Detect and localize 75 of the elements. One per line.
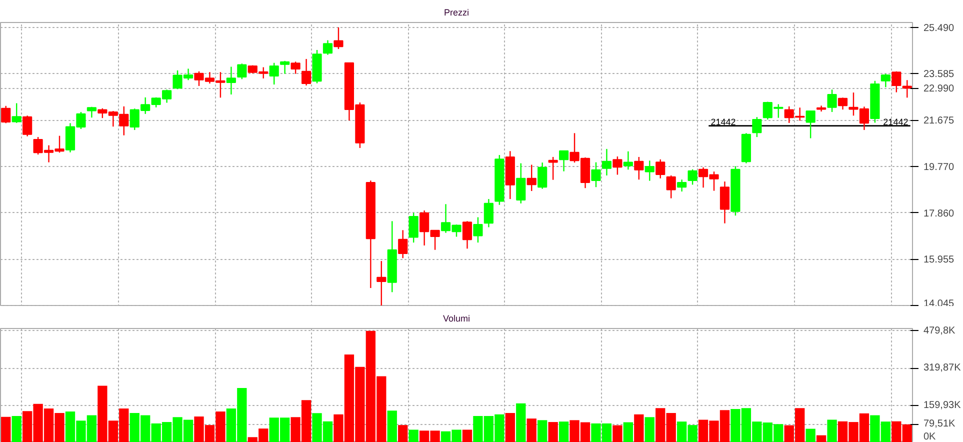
candlestick [398,230,408,259]
y-tick-label: 0K [924,432,936,442]
ref-line-label: 21442 [710,116,736,127]
candlestick [12,102,22,124]
bar [558,422,569,442]
candlestick [1,105,11,124]
bar [1,416,11,442]
candlestick [656,158,666,179]
bar [398,425,408,442]
candlestick [484,198,494,228]
bar [516,403,526,442]
bar [462,430,472,442]
candlestick [634,156,644,180]
y-tick-label: 19.770 [924,162,955,173]
bar [548,422,558,442]
candlestick [623,150,633,170]
y-tick-label: 479,8K [924,325,956,336]
candlestick [301,58,312,86]
candlestick [644,160,654,182]
bar [644,417,654,442]
bar [387,410,397,442]
candlestick [548,156,558,180]
candlestick [290,61,300,74]
chart-title: Volumi [442,314,470,324]
candlestick [538,162,548,190]
candlestick [462,220,472,250]
candlestick [880,73,890,88]
y-tick-label: 17.860 [924,208,955,220]
candlestick [602,148,612,176]
bar [816,435,826,442]
y-tick-label: 159,93K [924,400,962,411]
candlestick [376,260,386,306]
bar [538,420,548,442]
candlestick [720,180,730,224]
candlestick [269,62,279,86]
candlestick [666,174,676,199]
y-tick-label: 21.675 [924,116,955,127]
y-tick-label: 319,87K [924,362,962,374]
candlestick [752,116,762,138]
bar [408,430,418,442]
bar [623,422,633,442]
candlestick [612,156,622,176]
candlestick [237,62,247,80]
candlestick [473,216,483,244]
bar [806,428,816,442]
candlestick [526,164,536,192]
candlestick [322,40,333,56]
y-tick-label: 23.585 [924,69,955,80]
candlestick [22,115,32,137]
chart-title: Prezzi [444,8,470,18]
candlestick [559,150,569,172]
bar [612,425,622,442]
bar [12,416,22,442]
candlestick [838,97,848,110]
y-tick-label: 79,51K [924,418,956,430]
y-tick-label: 22.990 [924,84,955,95]
candlestick [516,162,526,204]
candlestick [591,162,601,188]
bar [827,420,837,442]
candlestick [226,66,236,96]
candlestick [408,212,418,244]
candlestick [892,70,902,93]
candlestick [688,168,698,186]
candlestick [806,110,816,139]
candlestick [827,89,837,113]
y-tick-label: 15.955 [924,254,955,266]
bar [634,414,644,442]
bar [505,412,515,442]
candlestick [677,178,687,192]
text: 21442 [883,116,908,127]
candlestick [280,60,290,74]
candlestick [334,26,344,50]
y-tick-label: 25.490 [924,22,955,34]
candlestick [902,80,912,98]
bar [526,418,536,442]
